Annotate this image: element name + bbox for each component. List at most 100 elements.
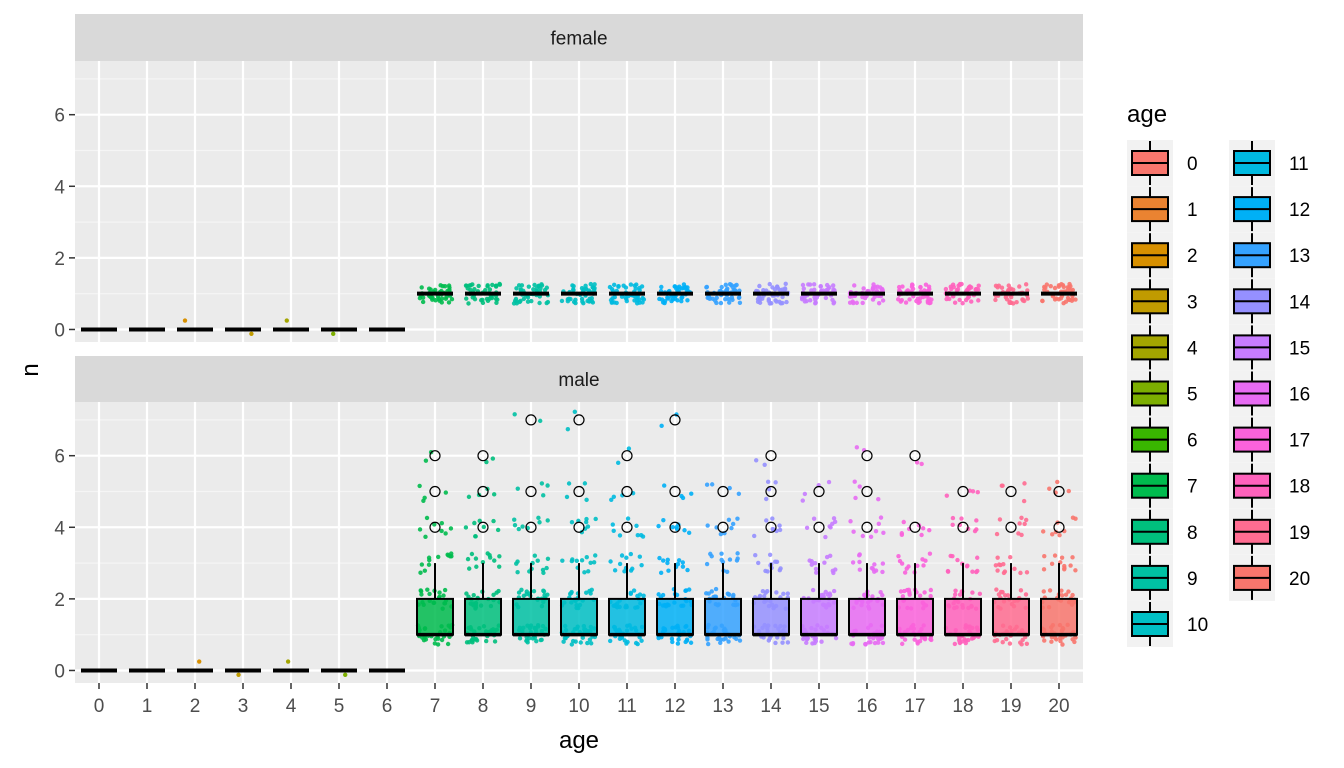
jitter-point xyxy=(906,587,912,593)
jitter-point xyxy=(774,559,780,565)
jitter-point xyxy=(683,588,688,594)
jitter-point xyxy=(927,551,933,556)
jitter-point xyxy=(432,522,437,527)
jitter-point xyxy=(831,283,836,288)
jitter-point xyxy=(1021,498,1027,504)
jitter-point xyxy=(943,286,949,292)
jitter-point xyxy=(1059,588,1064,593)
legend-entry-label: 3 xyxy=(1187,292,1198,313)
jitter-point xyxy=(723,297,728,302)
jitter-point xyxy=(757,283,762,289)
jitter-point xyxy=(630,566,635,571)
jitter-point xyxy=(945,568,951,574)
jitter-point xyxy=(857,567,863,572)
jitter-point xyxy=(670,525,675,530)
jitter-point xyxy=(704,482,710,487)
x-tick-label: 2 xyxy=(190,696,201,717)
jitter-point xyxy=(854,300,860,306)
jitter-point xyxy=(573,300,578,306)
jitter-point xyxy=(955,557,960,563)
jitter-point xyxy=(1024,641,1030,646)
jitter-point xyxy=(544,565,549,571)
jitter-point xyxy=(906,564,911,569)
jitter-point xyxy=(540,567,546,573)
jitter-point xyxy=(680,560,686,565)
jitter-point xyxy=(485,298,491,304)
jitter-point xyxy=(856,553,862,558)
jitter-point xyxy=(827,592,833,598)
jitter-point xyxy=(541,493,546,498)
jitter-point xyxy=(464,591,469,596)
jitter-point xyxy=(682,528,687,533)
jitter-point xyxy=(593,516,598,522)
jitter-point xyxy=(907,592,912,597)
jitter-point xyxy=(574,558,579,564)
jitter-point xyxy=(634,301,640,306)
outlier-point xyxy=(477,485,489,498)
jitter-point xyxy=(1057,532,1062,538)
legend-entry-label: 20 xyxy=(1289,569,1310,590)
jitter-point xyxy=(674,525,679,530)
jitter-point xyxy=(826,479,832,485)
jitter-point xyxy=(783,281,788,287)
jitter-point xyxy=(1019,515,1024,521)
jitter-point xyxy=(851,529,856,534)
x-tick-label: 3 xyxy=(238,696,249,717)
jitter-point xyxy=(485,551,490,556)
jitter-point xyxy=(422,568,428,573)
jitter-point xyxy=(641,297,647,302)
jitter-point xyxy=(469,551,475,557)
jitter-point xyxy=(814,570,819,575)
legend-entry-label: 1 xyxy=(1187,200,1198,221)
jitter-point xyxy=(1017,521,1022,526)
jitter-point xyxy=(607,284,613,290)
jitter-point xyxy=(1041,589,1046,594)
jitter-point xyxy=(1008,554,1013,560)
jitter-point xyxy=(683,639,688,645)
jitter-point xyxy=(974,518,979,523)
jitter-point xyxy=(635,533,640,538)
jitter-point xyxy=(729,295,735,300)
jitter-point xyxy=(800,498,805,503)
jitter-point xyxy=(609,497,614,502)
legend-entry-label: 4 xyxy=(1187,338,1198,359)
y-axis-title: n xyxy=(17,363,44,376)
jitter-point xyxy=(827,524,832,529)
jitter-point xyxy=(977,591,983,597)
jitter-point xyxy=(919,532,924,538)
outlier-point xyxy=(669,414,681,426)
jitter-point xyxy=(725,286,730,291)
x-tick-label: 14 xyxy=(760,696,782,717)
jitter-point xyxy=(538,637,544,643)
jitter-point xyxy=(753,552,758,558)
jitter-point xyxy=(802,491,808,497)
jitter-point xyxy=(735,516,740,521)
outlier-point xyxy=(669,485,681,498)
jitter-point xyxy=(485,284,490,289)
jitter-point xyxy=(777,523,782,528)
jitter-point xyxy=(659,423,664,429)
jitter-point xyxy=(490,282,495,288)
jitter-point xyxy=(831,516,837,521)
jitter-point xyxy=(1063,299,1069,304)
jitter-point xyxy=(570,283,575,288)
jitter-point xyxy=(535,558,540,563)
jitter-point xyxy=(559,298,565,304)
outlier-point xyxy=(717,521,729,533)
jitter-point xyxy=(967,284,973,289)
jitter-point xyxy=(1018,570,1023,576)
jitter-point xyxy=(898,299,903,304)
jitter-point xyxy=(959,516,964,521)
jitter-point xyxy=(1066,488,1071,494)
jitter-point xyxy=(806,282,811,287)
jitter-point xyxy=(780,300,785,306)
jitter-point xyxy=(863,642,868,647)
jitter-point xyxy=(1060,642,1065,647)
box xyxy=(416,597,454,636)
jitter-point xyxy=(974,527,979,532)
jitter-point xyxy=(1070,592,1075,598)
jitter-point xyxy=(992,638,997,644)
legend-entry-label: 16 xyxy=(1289,385,1310,406)
jitter-point xyxy=(611,494,617,499)
